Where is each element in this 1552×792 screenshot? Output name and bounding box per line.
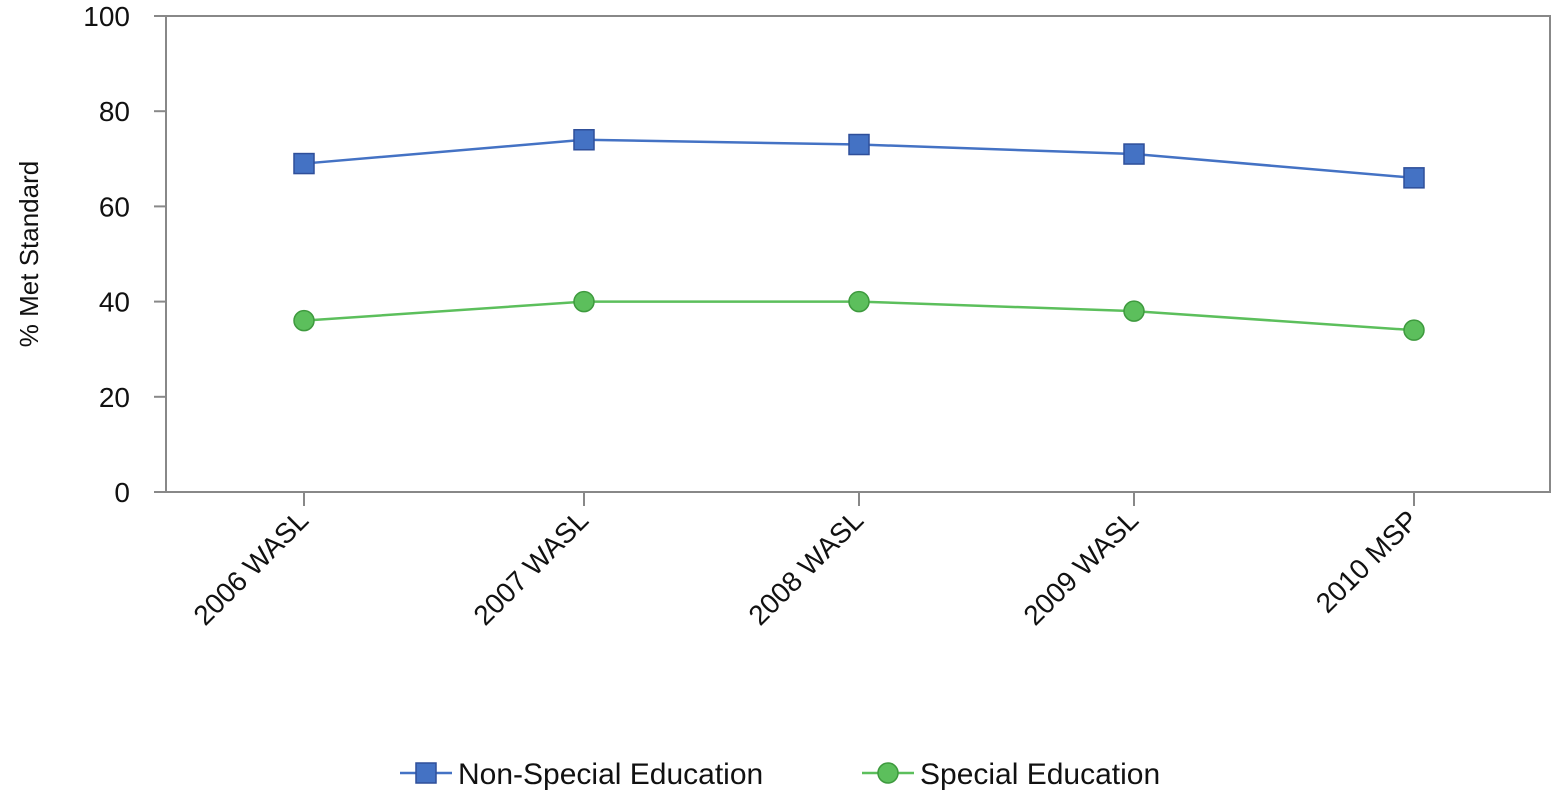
series-1 [293, 290, 1425, 341]
series-0 [293, 129, 1425, 189]
legend-item: Special Education [862, 758, 1160, 791]
y-tick-label: 60 [99, 191, 130, 222]
data-point [1403, 167, 1425, 189]
y-tick-label: 40 [99, 287, 130, 318]
data-point [1123, 300, 1145, 322]
legend-item: Non-Special Education [400, 758, 763, 791]
data-point [573, 290, 595, 313]
x-tick-label: 2009 WASL [1017, 504, 1144, 631]
legend: Non-Special Education Special Education [400, 758, 1160, 791]
data-point [293, 309, 315, 332]
x-tick-label: 2008 WASL [742, 504, 869, 631]
y-tick-label: 20 [99, 382, 130, 413]
plot-area-frame [165, 15, 1551, 493]
y-axis: 0 20 40 60 80 100 [83, 1, 166, 508]
legend-square-marker [415, 762, 437, 784]
x-tick-label: 2010 MSP [1310, 504, 1424, 618]
data-point [1403, 319, 1425, 341]
legend-circle-marker [877, 762, 899, 784]
y-axis-label: % Met Standard [14, 161, 44, 347]
data-point [848, 290, 870, 313]
y-tick-label: 100 [83, 1, 130, 32]
data-point [1123, 143, 1145, 165]
data-point [848, 133, 870, 156]
legend-label: Non-Special Education [458, 758, 763, 791]
legend-label: Special Education [920, 758, 1160, 791]
y-tick-label: 80 [99, 96, 130, 127]
x-tick-label: 2007 WASL [467, 504, 594, 631]
x-axis: 2006 WASL 2007 WASL 2008 WASL 2009 WASL 2010… [187, 492, 1424, 631]
y-tick-label: 0 [114, 477, 130, 508]
series-layer [293, 129, 1425, 341]
data-point [573, 129, 595, 151]
data-point [293, 152, 315, 175]
x-tick-label: 2006 WASL [187, 504, 314, 631]
